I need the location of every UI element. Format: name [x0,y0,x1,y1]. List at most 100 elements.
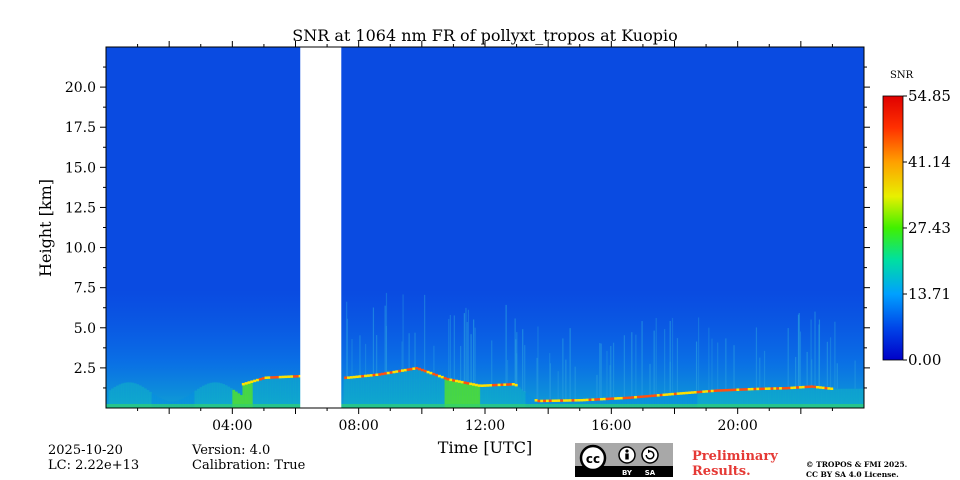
aerosol-cell [671,393,675,408]
aerosol-cell [679,393,683,408]
aerosol-cell [780,388,784,408]
aerosol-cell [378,374,382,408]
boundary-layer-point [614,397,618,400]
boundary-layer-point [366,374,370,377]
noise-streak [759,357,761,389]
aerosol-cell [368,375,372,408]
boundary-layer-point [744,388,748,391]
aerosol-cell [520,389,524,408]
aerosol-cell [416,368,420,408]
y-tick-label: 10.0 [65,241,96,257]
noise-streak [433,345,435,375]
noise-streak [708,327,710,391]
aerosol-cell [128,382,132,408]
boundary-layer-point [273,376,277,379]
noise-streak [549,363,552,401]
aerosol-cell [707,390,711,408]
aerosol-cell [785,387,789,408]
boundary-layer-point [767,387,771,390]
aerosol-cell [482,385,486,408]
aerosol-cell [348,377,352,408]
boundary-layer-point [454,379,458,383]
aerosol-cell [747,388,751,408]
boundary-layer-point [793,386,797,389]
aerosol-cell [750,388,754,408]
y-tick-label: 5.0 [74,321,96,337]
aerosol-cell [232,389,236,408]
aerosol-cell [613,398,617,408]
boundary-layer-point [489,384,493,387]
aerosol-cell [429,372,433,408]
aerosol-cell [699,391,703,408]
noise-streak [385,326,388,373]
noise-streak [408,333,410,370]
aerosol-cell [841,388,845,408]
aerosol-cell [186,395,190,408]
aerosol-cell [861,388,864,408]
no-data-gap [300,47,342,408]
boundary-layer-point [725,388,729,392]
aerosol-cell [689,392,693,408]
aerosol-cell [651,395,655,408]
colorbar-tick-label: 41.14 [908,153,951,171]
boundary-layer-point [571,399,575,402]
aerosol-cell [161,399,165,408]
boundary-layer-point [423,369,427,373]
noise-streak [465,307,467,383]
boundary-layer-point [722,389,726,392]
noise-streak [669,320,671,394]
y-tick-label: 20.0 [65,80,96,96]
boundary-layer-point [437,374,441,378]
boundary-layer-point [804,385,808,389]
boundary-layer-point [818,386,822,389]
boundary-layer-point [597,398,601,401]
aerosol-cell [745,389,749,408]
noise-streak [755,327,758,389]
aerosol-cell [151,393,155,408]
aerosol-cell [426,371,430,408]
boundary-layer-point [716,389,720,392]
aerosol-cell [260,378,263,408]
aerosol-cell [656,395,660,408]
aerosol-cell [434,374,438,408]
aerosol-cell [189,393,193,408]
aerosol-cell [629,397,632,408]
aerosol-cell [474,384,478,408]
aerosol-cell [502,384,506,408]
boundary-layer-point [656,394,660,397]
aerosol-cell [214,382,218,408]
boundary-layer-point [605,397,609,401]
aerosol-cell [234,391,238,408]
boundary-layer-point [256,378,260,382]
share-alike-icon [641,446,659,464]
noise-streak [557,371,559,401]
boundary-layer-point [346,376,350,379]
aerosol-cell [773,388,776,408]
boundary-layer-point [426,370,430,374]
noise-streak [346,301,348,378]
boundary-layer-point [668,393,672,396]
noise-streak [834,321,836,389]
boundary-layer-point [503,383,507,386]
boundary-layer-point [568,399,572,402]
boundary-layer-point [733,388,737,392]
boundary-layer-point [383,372,387,375]
boundary-layer-point [671,392,675,396]
noise-streak [797,314,800,388]
aerosol-cell [442,377,445,408]
aerosol-cell [752,388,756,408]
boundary-layer-point [653,394,657,397]
boundary-layer-point [435,373,439,377]
noise-streak [359,335,361,377]
boundary-layer-point [790,386,794,390]
aerosol-cell [462,382,466,408]
aerosol-cell [121,383,124,408]
noise-streak [653,330,655,396]
aerosol-cell [649,395,653,408]
boundary-layer-point [369,374,373,377]
boundary-layer-point [548,399,552,403]
boundary-layer-point [452,379,456,382]
noise-streak [505,304,507,385]
aerosol-cell [381,373,385,408]
aerosol-cell [277,376,281,408]
